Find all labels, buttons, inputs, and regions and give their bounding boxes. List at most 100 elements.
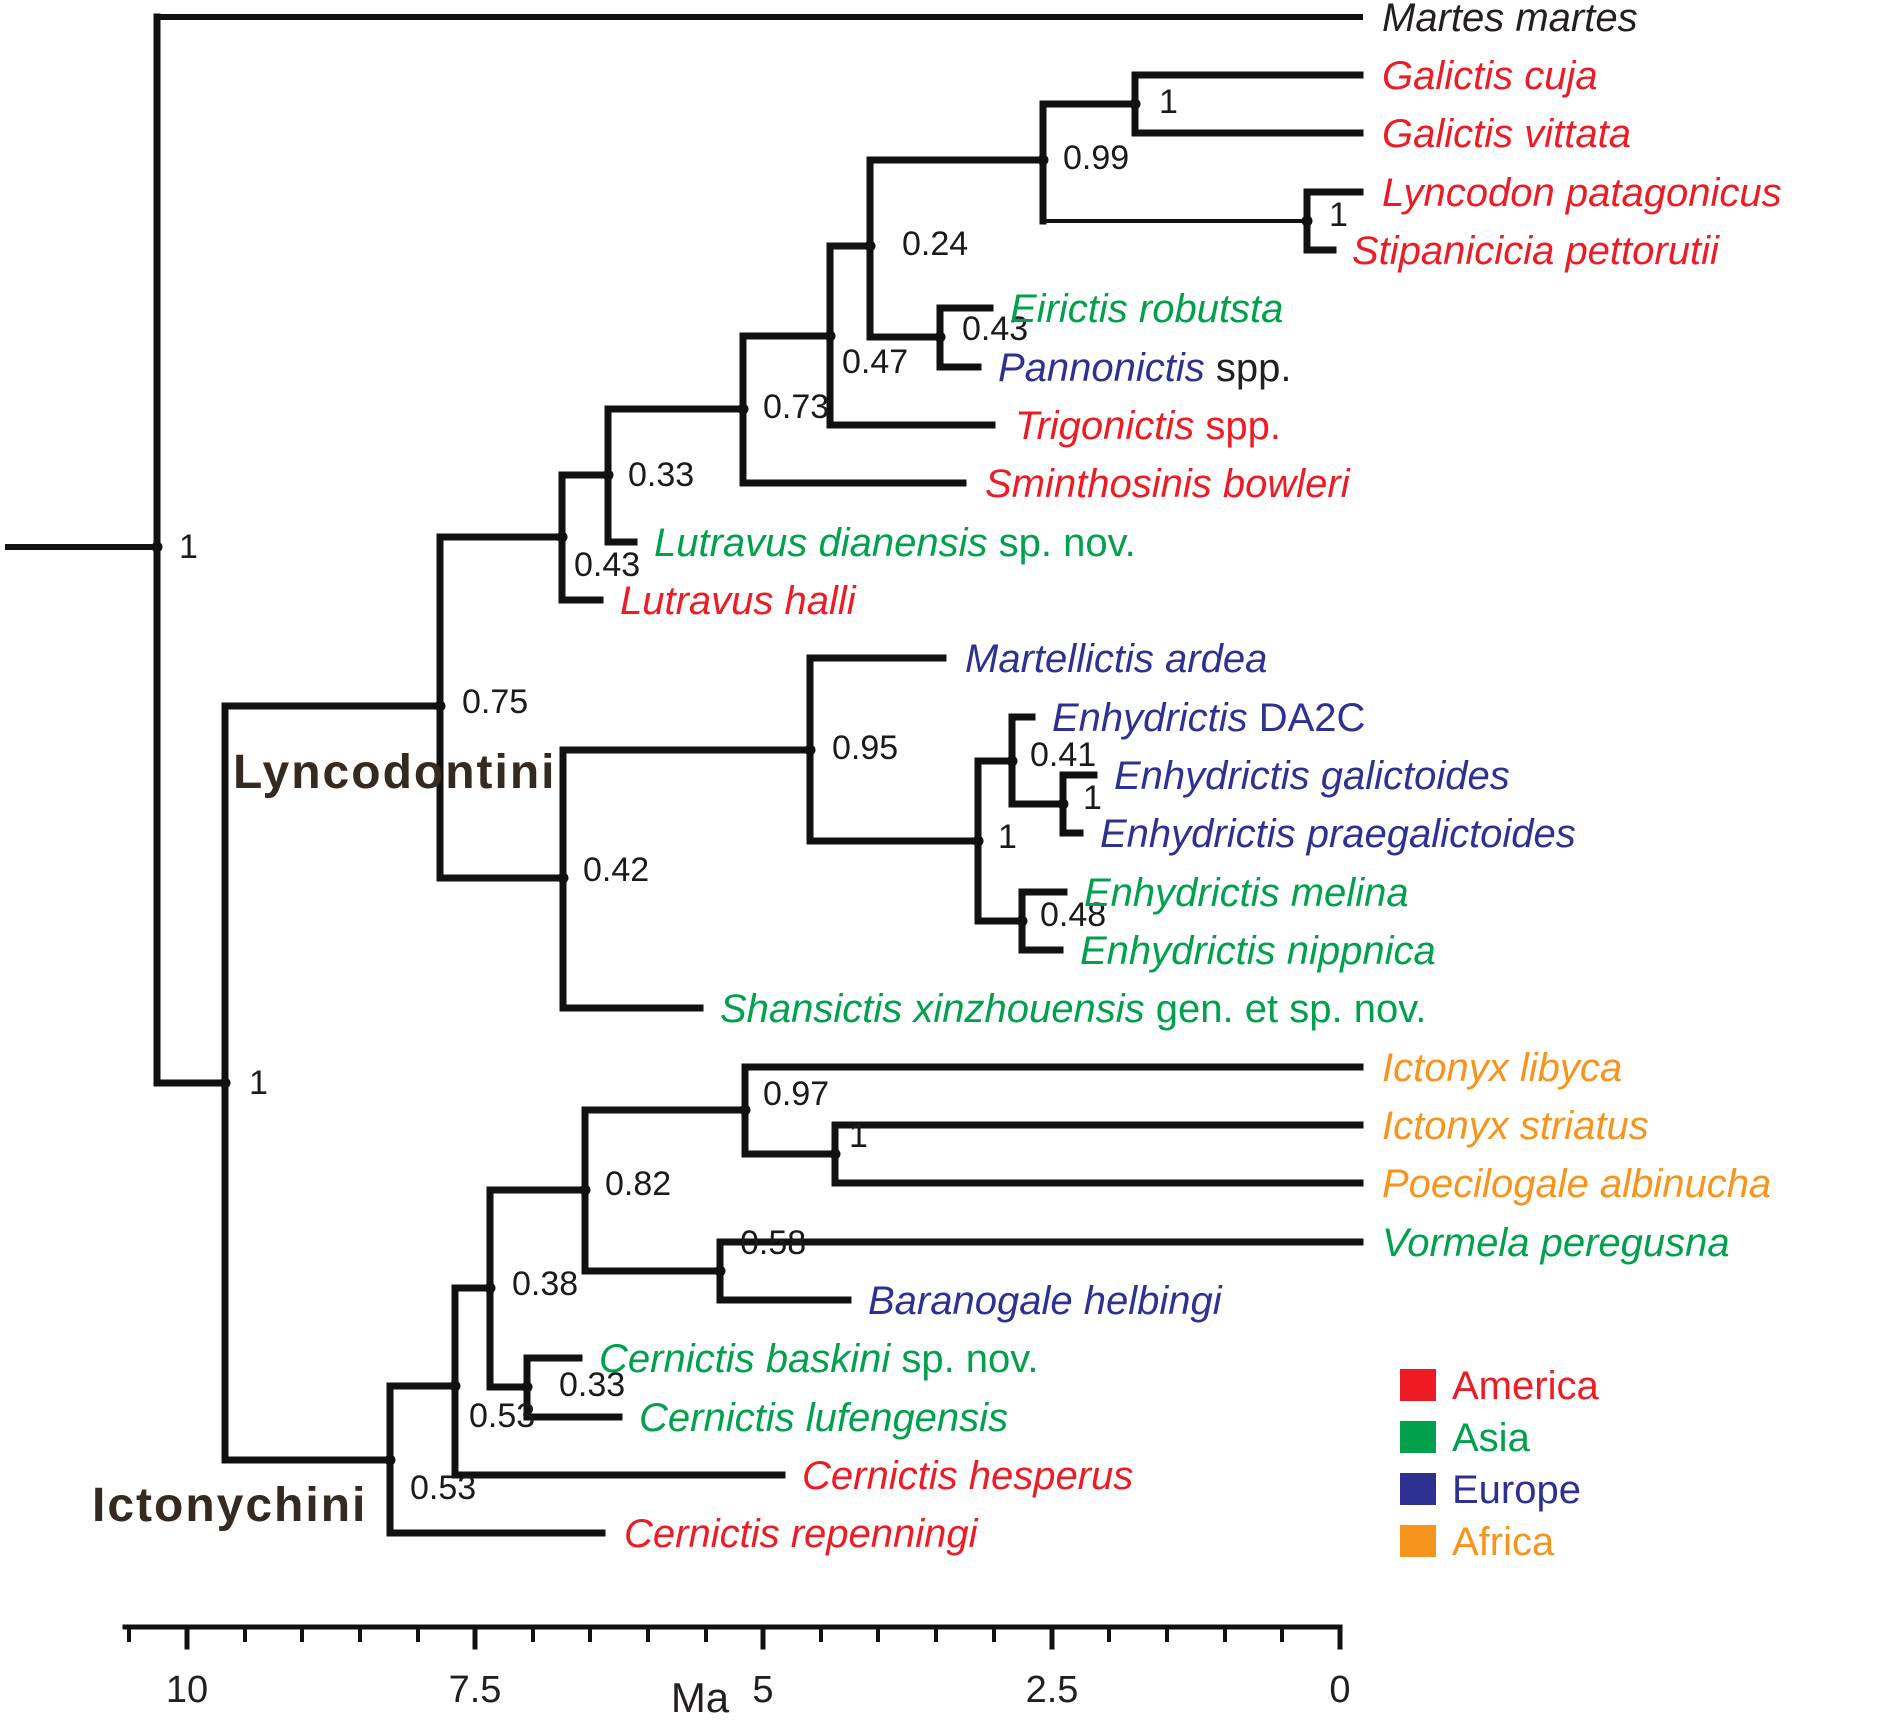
node-dot <box>737 403 749 415</box>
support-value: 0.43 <box>574 546 640 584</box>
node-dot <box>934 331 946 343</box>
support-value: 1 <box>998 818 1017 856</box>
taxon-label-part: Lutravus halli <box>620 579 857 623</box>
node-dot <box>1006 755 1018 767</box>
node-dot <box>579 1184 591 1196</box>
node-dot <box>384 1454 396 1466</box>
taxon-label: Cernictis hesperus <box>802 1454 1133 1498</box>
taxon-label: Enhydrictis melina <box>1084 871 1409 915</box>
support-value: 0.24 <box>902 225 968 263</box>
taxon-label-part: Cernictis lufengensis <box>639 1396 1008 1440</box>
taxon-label-part: spp. <box>1205 346 1292 390</box>
axis-tick-label: 2.5 <box>1026 1669 1079 1711</box>
taxon-label: Pannonictis spp. <box>998 346 1292 390</box>
support-value: 0.38 <box>512 1265 578 1303</box>
taxon-label-part: Lyncodon patagonicus <box>1382 171 1782 215</box>
node-dot <box>602 469 614 481</box>
taxon-label: Galictis vittata <box>1382 112 1631 156</box>
taxon-label-part: Cernictis baskini <box>599 1337 891 1381</box>
node-dot <box>739 1104 751 1116</box>
taxon-label: Enhydrictis praegalictoides <box>1100 812 1576 856</box>
time-axis: 10 7.5 5 2.5 0 Ma <box>122 1624 1351 1721</box>
taxon-label-part: Sminthosinis bowleri <box>985 462 1351 506</box>
taxon-label-part: Enhydrictis melina <box>1084 871 1409 915</box>
support-value: 0.42 <box>583 851 649 889</box>
node-dot <box>1129 98 1141 110</box>
legend-swatch-asia <box>1400 1421 1436 1453</box>
legend-label-africa: Africa <box>1452 1520 1555 1564</box>
node-dot <box>972 835 984 847</box>
taxon-label: Cernictis lufengensis <box>639 1396 1008 1440</box>
legend-label-asia: Asia <box>1452 1416 1531 1460</box>
taxon-label-part: spp. <box>1194 404 1281 448</box>
taxon-label-part: gen. et sp. nov. <box>1145 987 1427 1031</box>
taxon-label-part: Baranogale helbingi <box>868 1279 1223 1323</box>
taxon-label: Poecilogale albinucha <box>1382 1162 1771 1206</box>
node-dot <box>829 1148 841 1160</box>
node-dot <box>824 330 836 342</box>
axis-tick-label: 5 <box>752 1669 773 1711</box>
support-value: 1 <box>1329 196 1348 234</box>
support-value: 1 <box>1083 779 1102 817</box>
taxon-label: Cernictis baskini sp. nov. <box>599 1337 1038 1381</box>
taxon-label-part: sp. nov. <box>890 1337 1038 1381</box>
support-value: 0.97 <box>763 1075 829 1113</box>
taxon-label-part: Lutravus dianensis <box>654 521 988 565</box>
taxon-label-part: Cernictis repenningi <box>624 1512 979 1556</box>
node-dot <box>521 1381 533 1393</box>
legend-swatch-america <box>1400 1369 1436 1401</box>
tree-node-dots <box>151 98 1313 1466</box>
support-value: 0.82 <box>605 1165 671 1203</box>
taxon-label-part: Galictis vittata <box>1382 112 1631 156</box>
region-legend: America Asia Europe Africa <box>1400 1364 1599 1564</box>
support-value: 0.43 <box>962 310 1028 348</box>
node-dot <box>449 1380 461 1392</box>
taxon-label: Lyncodon patagonicus <box>1382 171 1782 215</box>
taxon-label: Enhydrictis DA2C <box>1052 696 1365 740</box>
taxon-label-part: Ictonyx striatus <box>1382 1104 1649 1148</box>
taxon-label: Stipanicicia pettorutii <box>1352 229 1720 273</box>
legend-label-america: America <box>1452 1364 1599 1408</box>
taxon-label-part: Vormela peregusna <box>1382 1221 1730 1265</box>
taxon-label-part: Galictis cuja <box>1382 54 1598 98</box>
support-value: 0.48 <box>1040 896 1106 934</box>
taxon-label: Sminthosinis bowleri <box>985 462 1351 506</box>
taxon-labels: Martes martes Galictis cuja Galictis vitta… <box>599 0 1782 1556</box>
node-dot <box>556 531 568 543</box>
taxon-label-part: Enhydrictis galictoides <box>1114 754 1510 798</box>
taxon-label-part: Martes martes <box>1382 0 1638 40</box>
node-dot <box>219 1077 231 1089</box>
taxon-label-part: Stipanicicia pettorutii <box>1352 229 1720 273</box>
axis-tick-label: 7.5 <box>449 1669 502 1711</box>
taxon-label-part: Cernictis hesperus <box>802 1454 1133 1498</box>
taxon-label: Cernictis repenningi <box>624 1512 979 1556</box>
node-dot <box>864 240 876 252</box>
taxon-label: Galictis cuja <box>1382 54 1598 98</box>
axis-tick-label: 10 <box>166 1669 208 1711</box>
clade-label: Ictonychini <box>92 1479 367 1532</box>
taxon-label: Lutravus halli <box>620 579 857 623</box>
taxon-label: Enhydrictis galictoides <box>1114 754 1510 798</box>
node-dot <box>151 541 163 553</box>
support-value: 0.58 <box>740 1224 806 1262</box>
node-dot <box>484 1282 496 1294</box>
taxon-label-part: Shansictis xinzhouensis <box>720 987 1145 1031</box>
clade-label: Lyncodontini <box>233 746 557 799</box>
taxon-label: Martellictis ardea <box>965 637 1267 681</box>
support-value: 0.33 <box>628 456 694 494</box>
taxon-label-part: Poecilogale albinucha <box>1382 1162 1771 1206</box>
taxon-label-part: Pannonictis <box>998 346 1205 390</box>
taxon-label: Lutravus dianensis sp. nov. <box>654 521 1136 565</box>
taxon-label: Enhydrictis nippnica <box>1080 929 1436 973</box>
taxon-label-part: Enhydrictis <box>1052 696 1248 740</box>
node-dot <box>434 700 446 712</box>
axis-title: Ma <box>671 1674 730 1721</box>
support-value: 1 <box>179 528 198 566</box>
taxon-label-part: DA2C <box>1248 696 1366 740</box>
support-value: 0.53 <box>410 1469 476 1507</box>
taxon-label: Eirictis robutsta <box>1010 287 1283 331</box>
taxon-label: Baranogale helbingi <box>868 1279 1223 1323</box>
legend-swatch-europe <box>1400 1473 1436 1505</box>
